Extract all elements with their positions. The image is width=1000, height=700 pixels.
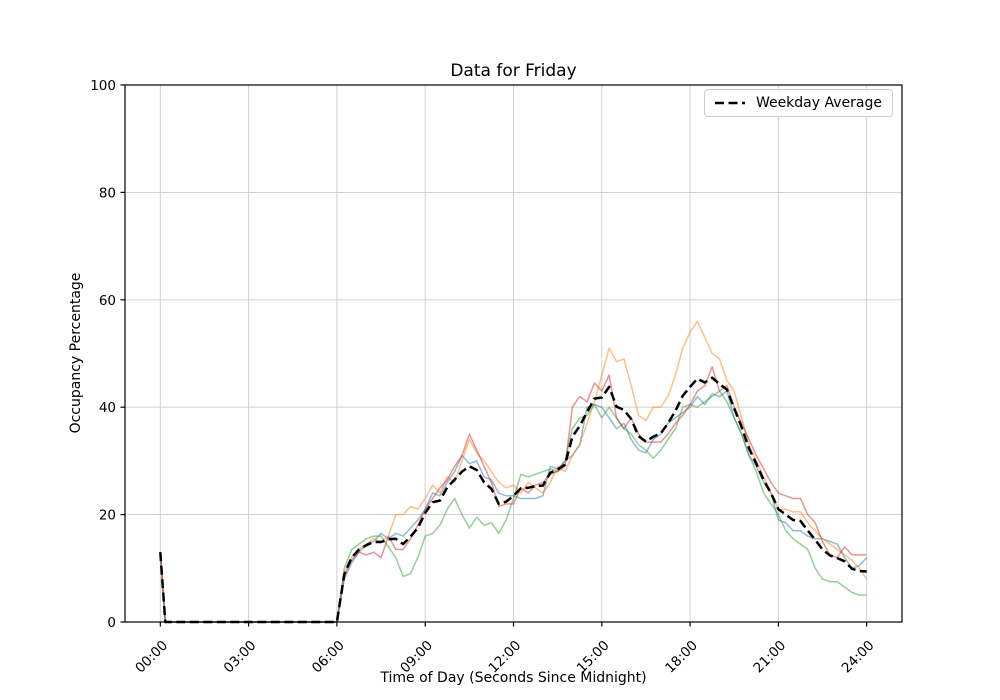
y-tick-label: 20 [99, 508, 116, 524]
legend: Weekday Average [703, 89, 893, 117]
y-tick-label: 40 [99, 400, 116, 416]
y-tick-label: 100 [90, 78, 116, 94]
line-weekday-average [159, 376, 867, 624]
y-tick-label: 0 [107, 615, 116, 631]
gridlines [125, 84, 902, 623]
chart-title: Data for Friday [450, 61, 577, 81]
y-tick-label: 60 [99, 293, 116, 309]
x-axis-label: Time of Day (Seconds Since Midnight) [380, 670, 647, 686]
line-friday-week-1 [159, 390, 868, 623]
series-lines [159, 320, 868, 624]
legend-label: Weekday Average [755, 95, 882, 111]
y-tick-label: 80 [99, 185, 116, 201]
y-axis-label: Occupancy Percentage [68, 272, 84, 434]
dashed-line-sample-icon [714, 101, 745, 105]
line-friday-week-4 [159, 366, 867, 623]
line-friday-week-3 [159, 390, 867, 623]
